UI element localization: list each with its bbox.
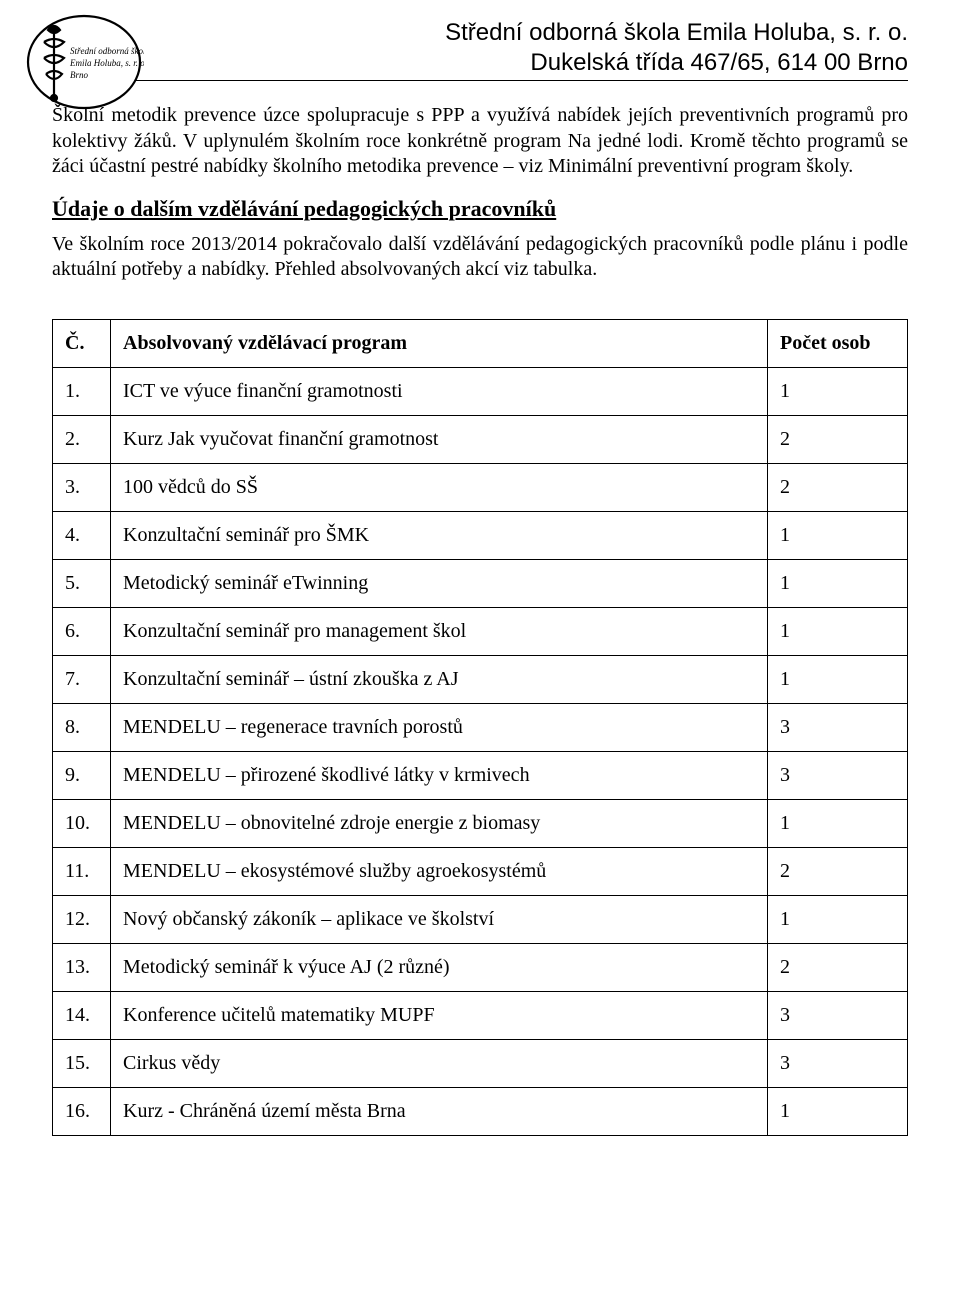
cell-count: 3: [768, 1039, 908, 1087]
document-page: Střední odborná škola Emila Holuba, s. r…: [0, 0, 960, 1176]
logo-text-line3: Brno: [70, 70, 89, 80]
cell-count: 1: [768, 607, 908, 655]
cell-number: 9.: [53, 751, 111, 799]
cell-number: 11.: [53, 847, 111, 895]
cell-program: Konzultační seminář – ústní zkouška z AJ: [111, 655, 768, 703]
cell-count: 1: [768, 511, 908, 559]
cell-program: Kurz - Chráněná území města Brna: [111, 1087, 768, 1135]
col-header-number: Č.: [53, 319, 111, 367]
cell-number: 13.: [53, 943, 111, 991]
header-line2: Dukelská třída 467/65, 614 00 Brno: [52, 48, 908, 78]
section-title: Údaje o dalším vzdělávání pedagogických …: [52, 196, 908, 222]
table-row: 13.Metodický seminář k výuce AJ (2 různé…: [53, 943, 908, 991]
cell-program: Konzultační seminář pro management škol: [111, 607, 768, 655]
cell-program: Cirkus vědy: [111, 1039, 768, 1087]
table-row: 10.MENDELU – obnovitelné zdroje energie …: [53, 799, 908, 847]
cell-number: 3.: [53, 463, 111, 511]
cell-number: 16.: [53, 1087, 111, 1135]
cell-count: 1: [768, 367, 908, 415]
cell-number: 1.: [53, 367, 111, 415]
cell-count: 3: [768, 751, 908, 799]
table-row: 12.Nový občanský zákoník – aplikace ve š…: [53, 895, 908, 943]
cell-program: MENDELU – přirozené škodlivé látky v krm…: [111, 751, 768, 799]
cell-number: 7.: [53, 655, 111, 703]
cell-number: 12.: [53, 895, 111, 943]
training-table: Č. Absolvovaný vzdělávací program Počet …: [52, 319, 908, 1136]
table-row: 8.MENDELU – regenerace travních porostů3: [53, 703, 908, 751]
cell-number: 6.: [53, 607, 111, 655]
cell-program: Konference učitelů matematiky MUPF: [111, 991, 768, 1039]
cell-program: MENDELU – ekosystémové služby agroekosys…: [111, 847, 768, 895]
cell-number: 10.: [53, 799, 111, 847]
cell-number: 2.: [53, 415, 111, 463]
cell-program: MENDELU – regenerace travních porostů: [111, 703, 768, 751]
col-header-count: Počet osob: [768, 319, 908, 367]
header-title: Střední odborná škola Emila Holuba, s. r…: [52, 18, 908, 78]
cell-program: Metodický seminář k výuce AJ (2 různé): [111, 943, 768, 991]
school-logo: Střední odborná škola Emila Holuba, s. r…: [24, 12, 144, 112]
cell-number: 15.: [53, 1039, 111, 1087]
cell-number: 14.: [53, 991, 111, 1039]
table-row: 16.Kurz - Chráněná území města Brna1: [53, 1087, 908, 1135]
table-header-row: Č. Absolvovaný vzdělávací program Počet …: [53, 319, 908, 367]
cell-number: 4.: [53, 511, 111, 559]
logo-text-line1: Střední odborná škola: [70, 46, 144, 56]
table-row: 2.Kurz Jak vyučovat finanční gramotnost2: [53, 415, 908, 463]
table-row: 7.Konzultační seminář – ústní zkouška z …: [53, 655, 908, 703]
table-row: 14.Konference učitelů matematiky MUPF3: [53, 991, 908, 1039]
table-row: 15.Cirkus vědy3: [53, 1039, 908, 1087]
cell-count: 1: [768, 1087, 908, 1135]
page-header: Střední odborná škola Emila Holuba, s. r…: [52, 18, 908, 81]
logo-text-line2: Emila Holuba, s. r. o.: [69, 58, 144, 68]
cell-count: 1: [768, 655, 908, 703]
cell-program: MENDELU – obnovitelné zdroje energie z b…: [111, 799, 768, 847]
spacer: [52, 289, 908, 305]
table-row: 3.100 vědců do SŠ2: [53, 463, 908, 511]
table-row: 9.MENDELU – přirozené škodlivé látky v k…: [53, 751, 908, 799]
table-row: 6.Konzultační seminář pro management ško…: [53, 607, 908, 655]
cell-count: 2: [768, 943, 908, 991]
cell-count: 2: [768, 415, 908, 463]
cell-count: 1: [768, 895, 908, 943]
cell-program: ICT ve výuce finanční gramotnosti: [111, 367, 768, 415]
header-line1: Střední odborná škola Emila Holuba, s. r…: [52, 18, 908, 48]
intro-paragraph: Školní metodik prevence úzce spolupracuj…: [52, 103, 908, 180]
section-paragraph: Ve školním roce 2013/2014 pokračovalo da…: [52, 232, 908, 283]
table-row: 5.Metodický seminář eTwinning1: [53, 559, 908, 607]
cell-count: 3: [768, 703, 908, 751]
header-rule: [52, 80, 908, 81]
cell-number: 8.: [53, 703, 111, 751]
cell-count: 1: [768, 799, 908, 847]
cell-program: Konzultační seminář pro ŠMK: [111, 511, 768, 559]
cell-program: Nový občanský zákoník – aplikace ve škol…: [111, 895, 768, 943]
cell-program: 100 vědců do SŠ: [111, 463, 768, 511]
cell-count: 2: [768, 463, 908, 511]
table-row: 11.MENDELU – ekosystémové služby agroeko…: [53, 847, 908, 895]
cell-count: 1: [768, 559, 908, 607]
cell-program: Metodický seminář eTwinning: [111, 559, 768, 607]
cell-number: 5.: [53, 559, 111, 607]
col-header-program: Absolvovaný vzdělávací program: [111, 319, 768, 367]
cell-program: Kurz Jak vyučovat finanční gramotnost: [111, 415, 768, 463]
cell-count: 3: [768, 991, 908, 1039]
table-row: 4.Konzultační seminář pro ŠMK1: [53, 511, 908, 559]
table-body: 1.ICT ve výuce finanční gramotnosti12.Ku…: [53, 367, 908, 1135]
table-row: 1.ICT ve výuce finanční gramotnosti1: [53, 367, 908, 415]
cell-count: 2: [768, 847, 908, 895]
